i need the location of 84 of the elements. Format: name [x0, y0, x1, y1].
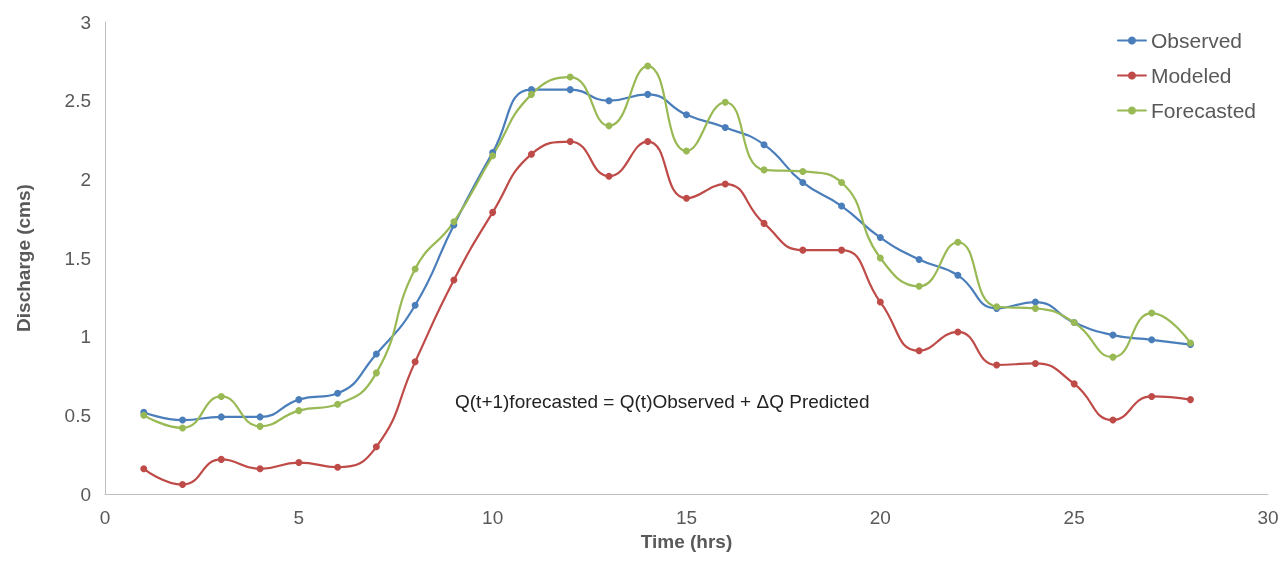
- point: [527, 90, 535, 98]
- point: [605, 97, 613, 105]
- x-tick-label: 10: [482, 507, 504, 528]
- point: [566, 138, 574, 146]
- point: [1148, 336, 1156, 344]
- annotation: Q(t+1)forecasted = Q(t)Observed + ΔQ Predicted: [455, 391, 870, 412]
- x-tick-label: 30: [1257, 507, 1279, 528]
- y-tick-label: 3: [80, 11, 91, 33]
- point: [179, 481, 187, 489]
- point: [644, 138, 652, 146]
- point: [1148, 392, 1156, 400]
- y-tick-label: 0.5: [64, 404, 91, 426]
- y-tick-label: 1.5: [64, 247, 91, 269]
- point: [683, 147, 690, 155]
- point: [1070, 380, 1078, 388]
- point: [683, 111, 690, 119]
- point: [1186, 396, 1194, 404]
- x-tick-label: 0: [99, 507, 111, 528]
- point: [915, 347, 923, 355]
- point: [605, 172, 613, 180]
- point: [876, 234, 884, 242]
- point: [179, 424, 187, 432]
- point: [411, 358, 419, 366]
- point: [295, 396, 303, 404]
- point: [644, 62, 652, 70]
- legend-label: Observed: [1150, 29, 1242, 52]
- point: [411, 301, 419, 309]
- point: [954, 238, 962, 246]
- point: [721, 180, 729, 188]
- point: [179, 416, 187, 424]
- point: [256, 465, 264, 473]
- point: [372, 350, 380, 358]
- point: [372, 369, 380, 377]
- x-tick-label: 5: [293, 507, 305, 528]
- point: [217, 455, 225, 463]
- point: [1148, 309, 1156, 317]
- point: [876, 298, 884, 306]
- point: [683, 194, 690, 202]
- point: [489, 208, 497, 216]
- point: [256, 422, 264, 430]
- point: [799, 178, 807, 186]
- point: [1031, 304, 1039, 312]
- point: [838, 202, 846, 210]
- x-tick-label: 20: [869, 507, 891, 528]
- y-tick-label: 2: [80, 168, 91, 190]
- point: [217, 392, 225, 400]
- point: [1031, 298, 1039, 306]
- y-tick-label: 0: [80, 483, 91, 505]
- point: [721, 123, 729, 131]
- point: [838, 246, 846, 254]
- legend-label: Modeled: [1150, 64, 1232, 87]
- point: [954, 271, 962, 279]
- point: [566, 73, 574, 81]
- x-axis-title: Time (hrs): [640, 530, 733, 552]
- point: [566, 86, 574, 94]
- point: [799, 246, 807, 254]
- x-tick-label: 15: [675, 507, 698, 528]
- point: [334, 463, 342, 471]
- point: [295, 407, 303, 415]
- point: [760, 219, 768, 227]
- y-tick-label: 1: [80, 326, 91, 348]
- point: [334, 389, 342, 397]
- point: [644, 90, 652, 98]
- point: [1031, 359, 1039, 367]
- point: [915, 282, 923, 290]
- point: [993, 361, 1001, 369]
- point: [295, 459, 303, 467]
- point: [721, 98, 729, 106]
- point: [527, 150, 535, 158]
- y-axis-title: Discharge (cms): [13, 184, 34, 332]
- legend-label: Forecasted: [1150, 99, 1257, 122]
- point: [605, 122, 613, 130]
- point: [838, 178, 846, 186]
- point: [915, 256, 923, 264]
- point: [954, 328, 962, 336]
- point: [760, 141, 768, 149]
- point: [217, 413, 225, 421]
- point: [799, 167, 807, 175]
- y-tick-label: 2.5: [64, 90, 91, 112]
- x-tick-label: 25: [1063, 507, 1085, 528]
- point: [140, 465, 148, 473]
- point: [334, 400, 342, 408]
- point: [372, 443, 380, 451]
- point: [876, 254, 884, 262]
